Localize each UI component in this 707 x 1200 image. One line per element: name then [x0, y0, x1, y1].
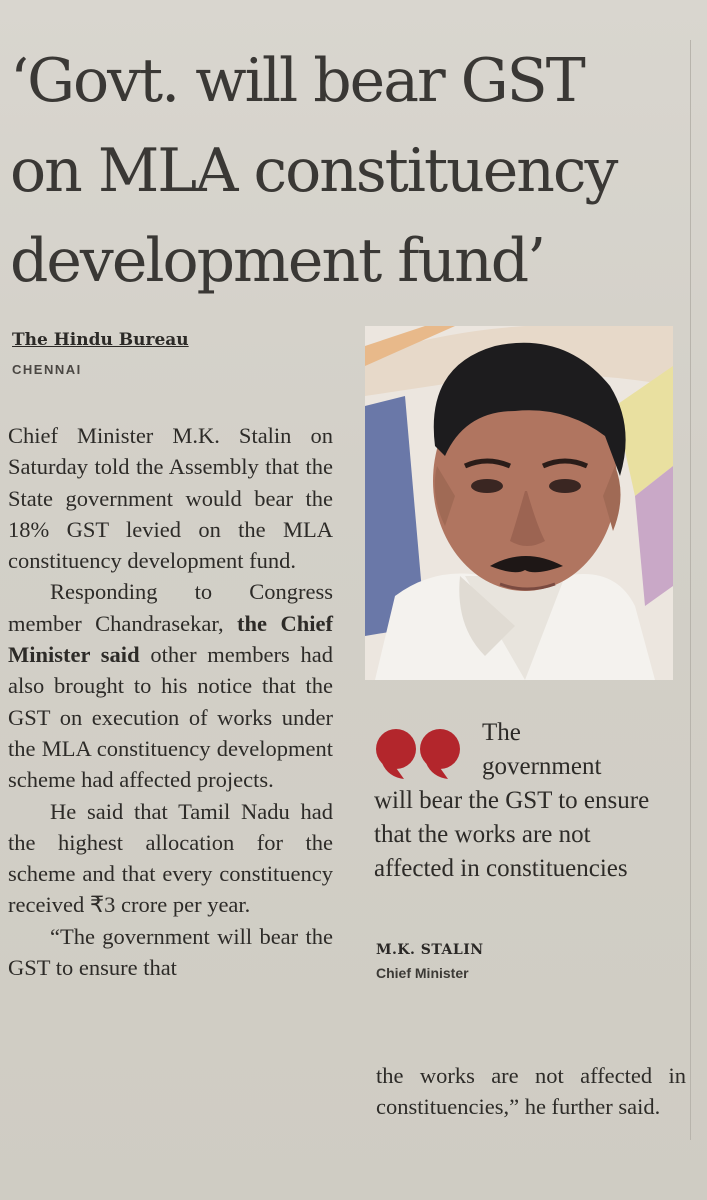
- pull-quote-rest: will bear the GST to ensure that the wor…: [374, 787, 650, 882]
- headline: ‘Govt. will bear GST on MLA constituency…: [10, 36, 700, 306]
- paragraph-4-continued: the works are not affected in constituen…: [376, 1063, 686, 1120]
- pull-quote-attribution-name: M.K. STALIN: [376, 942, 484, 958]
- article-column-1: Chief Minister M.K. Stalin on Saturday t…: [8, 420, 333, 983]
- paragraph-2-lead: Responding to Congress member Chandrasek…: [8, 579, 333, 636]
- byline-bureau: The Hindu Bureau: [12, 330, 189, 350]
- headline-line-3: development fund’: [10, 226, 546, 296]
- dateline: CHENNAI: [12, 362, 82, 377]
- byline: The Hindu Bureau CHENNAI: [12, 330, 189, 377]
- paragraph-2: Responding to Congress member Chandrasek…: [8, 576, 333, 795]
- headline-line-1: ‘Govt. will bear GST: [10, 46, 586, 116]
- portrait-illustration: [365, 326, 673, 680]
- headline-line-2: on MLA constituency: [10, 136, 618, 206]
- pull-quote-line-2: government: [482, 753, 602, 780]
- pull-quote: The government will bear the GST to ensu…: [374, 716, 674, 886]
- pull-quote-line-1: The: [482, 719, 521, 746]
- portrait-photo: [365, 326, 673, 680]
- paragraph-4: “The government will bear the GST to ens…: [8, 923, 333, 981]
- paragraph-1: Chief Minister M.K. Stalin on Saturday t…: [8, 423, 333, 574]
- article-column-2: the works are not affected in constituen…: [376, 1060, 686, 1123]
- column-rule: [690, 40, 691, 1140]
- pull-quote-attribution-title: Chief Minister: [376, 965, 469, 981]
- paragraph-3: He said that Tamil Nadu had the highest …: [8, 798, 333, 918]
- paragraph-2-bold: the Chief Minister said: [8, 610, 333, 668]
- paragraph-2-rest: other members had also brought to his no…: [8, 642, 333, 793]
- quote-mark-icon: [376, 729, 460, 779]
